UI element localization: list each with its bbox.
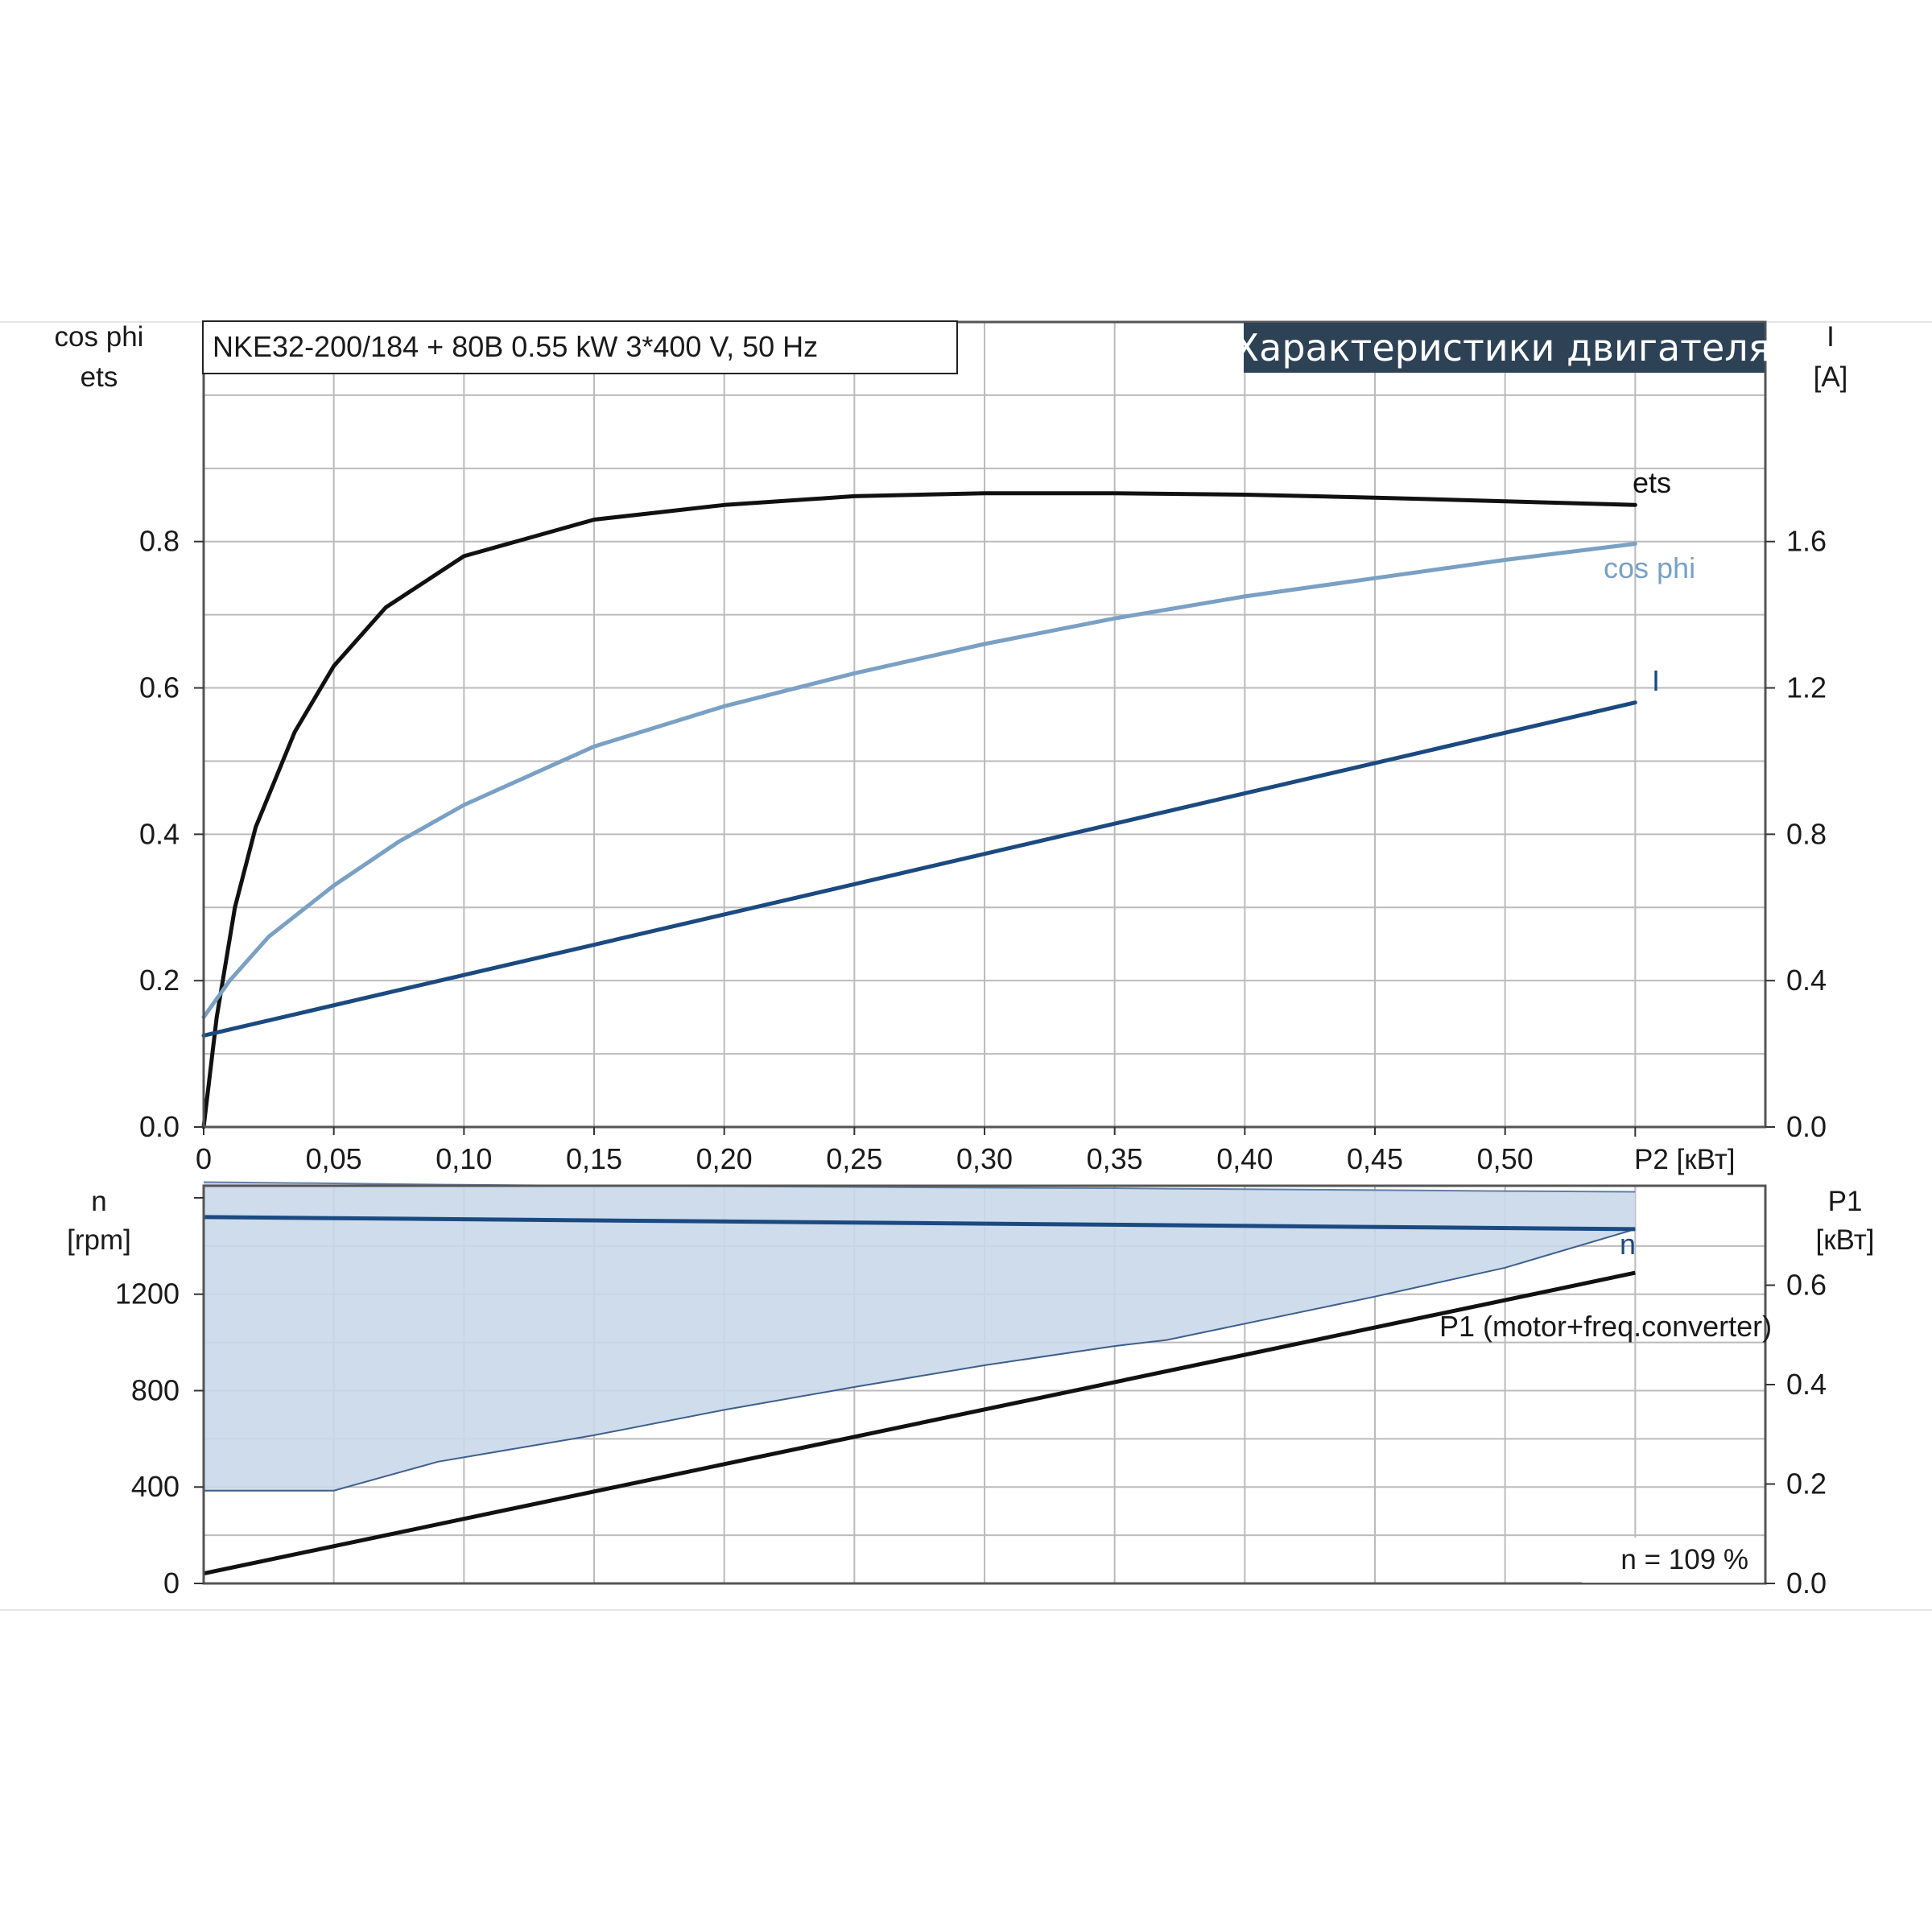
x-tick-label: 0,15 xyxy=(566,1142,622,1175)
p1-tick-label: 0.4 xyxy=(1786,1368,1827,1401)
n-tick-label: 0 xyxy=(163,1567,180,1600)
bottom-curves xyxy=(203,1181,1636,1576)
y-left-tick-label: 0.4 xyxy=(139,817,180,850)
cos-phi-curve xyxy=(201,542,1637,1020)
y-right-tick-label: 0.0 xyxy=(1786,1110,1827,1143)
top-grid xyxy=(204,322,1765,1127)
label-cos-phi: cos phi xyxy=(1604,551,1695,584)
ets-curve xyxy=(201,491,1637,1129)
speed-band-lower-edge xyxy=(204,1228,1636,1492)
n-axis-title-line1: n xyxy=(91,1186,106,1217)
bottom-panel: 0 400 800 1200 0.0 0.2 0.4 0.6 n [rpm] P1 [кВт]… xyxy=(67,1181,1875,1600)
n-tick-label: 400 xyxy=(131,1470,180,1503)
y-left-title-line2: ets xyxy=(80,361,118,393)
x-tick-label: 0 xyxy=(196,1142,212,1175)
y-right-tick-label: 1.2 xyxy=(1786,671,1827,704)
label-ets: ets xyxy=(1633,466,1671,499)
x-tick-label: 0,50 xyxy=(1477,1142,1534,1175)
speed-note: n = 109 % xyxy=(1620,1544,1748,1575)
model-label-box xyxy=(202,320,958,374)
n-tick-label: 1200 xyxy=(115,1278,180,1311)
y-left-title-line1: cos phi xyxy=(55,321,144,353)
speed-band-upper-edge xyxy=(203,1181,1636,1193)
label-speed: n xyxy=(1620,1228,1636,1261)
y-left-tick-label: 0.0 xyxy=(139,1110,180,1143)
y-left-tick-label: 0.2 xyxy=(139,964,180,997)
y-right-title-line1: I xyxy=(1827,321,1835,353)
p1-axis-title-line1: P1 xyxy=(1828,1186,1863,1217)
x-tick-label: 0,45 xyxy=(1347,1142,1403,1175)
banner-box xyxy=(1244,323,1765,373)
p1-axis-title-line2: [кВт] xyxy=(1816,1224,1875,1256)
top-ticks: 0 0,05 0,10 0,15 0,20 0,25 0,30 0,35 0,40 0,45 0,5… xyxy=(139,525,1827,1175)
p1-tick-label: 0.0 xyxy=(1786,1567,1827,1600)
x-axis-title: P2 [кВт] xyxy=(1634,1144,1736,1175)
speed-note-box xyxy=(1582,1538,1764,1583)
speed-curve xyxy=(203,1215,1636,1232)
model-label: NKE32-200/184 + 80B 0.55 kW 3*400 V, 50 … xyxy=(213,330,818,363)
x-tick-label: 0,10 xyxy=(436,1142,492,1175)
y-left-tick-label: 0.8 xyxy=(139,525,180,558)
x-tick-label: 0,40 xyxy=(1216,1142,1273,1175)
label-p1: P1 (motor+freq.converter) xyxy=(1439,1310,1772,1343)
y-right-tick-label: 0.8 xyxy=(1786,817,1827,850)
x-tick-label: 0,30 xyxy=(956,1142,1013,1175)
x-tick-label: 0,05 xyxy=(306,1142,362,1175)
top-panel: 0 0,05 0,10 0,15 0,20 0,25 0,30 0,35 0,40 0,45 0,5… xyxy=(55,320,1848,1175)
n-axis-title-line2: [rpm] xyxy=(67,1224,131,1256)
x-tick-label: 0,20 xyxy=(696,1142,753,1175)
p1-curve xyxy=(203,1270,1636,1576)
p1-tick-label: 0.2 xyxy=(1786,1468,1827,1501)
y-right-title-line2: [A] xyxy=(1814,361,1848,393)
x-tick-label: 0,35 xyxy=(1087,1142,1143,1175)
current-curve xyxy=(201,700,1637,1038)
top-curves xyxy=(201,491,1637,1129)
label-current: I xyxy=(1652,664,1660,697)
n-tick-label: 800 xyxy=(131,1373,180,1406)
y-right-tick-label: 1.6 xyxy=(1786,525,1827,558)
banner-title: Характеристики двигателя xyxy=(1234,326,1771,369)
x-tick-label: 0,25 xyxy=(826,1142,882,1175)
speed-range-band xyxy=(204,1182,1636,1491)
y-right-tick-label: 0.4 xyxy=(1786,964,1827,997)
y-left-tick-label: 0.6 xyxy=(139,671,180,704)
bottom-ticks: 0 400 800 1200 0.0 0.2 0.4 0.6 xyxy=(115,1196,1827,1600)
p1-tick-label: 0.6 xyxy=(1786,1269,1827,1302)
